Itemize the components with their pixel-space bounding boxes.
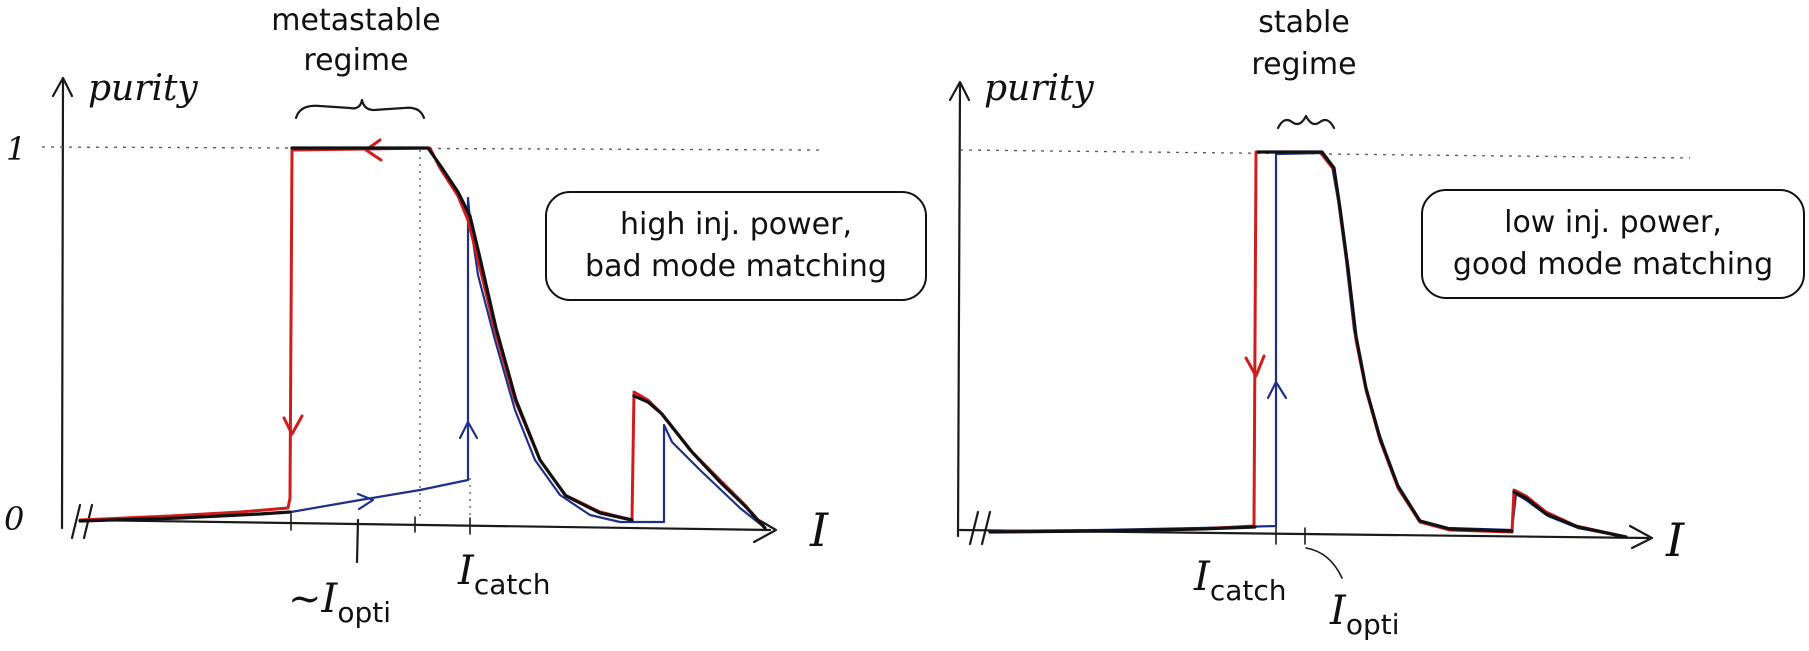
right-regime-label-2: regime [1251,47,1356,82]
left-x-axis-label: I [809,503,829,557]
left-x-axis [78,518,772,532]
right-downsweep-arrow [1244,354,1266,378]
left-catch-up-arrow [458,420,479,440]
left-regime-brace [294,98,426,120]
right-axis-break [968,510,992,546]
left-y-axis [60,78,65,530]
right-marker-opti-main: I [1329,588,1347,634]
left-marker-opti-prefix: ~ [288,576,322,622]
left-upper-arrow [364,138,383,162]
left-y-axis-label: purity [88,68,198,109]
right-marker-catch-main: I [1193,554,1211,600]
left-info-line-2: bad mode matching [585,249,887,284]
right-info-line-2: good mode matching [1453,247,1773,282]
left-theory-curve [78,146,767,530]
left-marker-catch: Icatch [457,548,550,601]
left-y-tick-0: 0 [4,500,24,538]
left-marker-catch-main: I [457,548,475,594]
right-marker-catch-sub: catch [1210,574,1287,607]
right-y-axis-label: purity [984,68,1094,109]
left-upsweep-curve [78,196,767,530]
right-regime-brace [1276,114,1336,130]
right-catch-up-arrow [1266,380,1288,400]
left-y-tick-1: 1 [6,130,26,168]
left-upsweep-arrow [356,492,375,511]
right-theory-curve [988,150,1628,539]
right-info-line-1: low inj. power, [1504,205,1722,240]
left-info-line-1: high inj. power, [620,207,852,242]
left-regime-label-2: regime [303,43,408,78]
left-marker-catch-sub: catch [474,568,551,601]
right-marker-catch: Icatch [1193,554,1286,607]
right-opti-leader [1305,547,1343,579]
left-marker-opti: ~Iopti [288,576,391,629]
right-y-axis-arrow [948,80,971,102]
right-info-box [1421,189,1805,299]
right-panel: purity I stable regime low inj. power, g… [948,5,1805,641]
right-regime-label-1: stable [1258,5,1350,40]
left-regime-label-1: metastable [271,3,440,38]
right-marker-opti-sub: opti [1346,608,1400,641]
left-y-axis-arrow [51,76,74,98]
right-x-axis-label: I [1665,513,1685,567]
right-y-axis [956,82,962,538]
right-x-axis-arrow [1628,524,1654,550]
left-marker-opti-main: I [321,576,339,622]
right-marker-opti: Iopti [1329,588,1399,641]
left-marker-opti-sub: opti [337,596,391,629]
left-tick-opti [355,518,360,564]
left-downsweep-arrow [282,414,304,436]
left-info-box [545,191,927,301]
left-panel: purity 1 0 I metastable regime [4,3,927,629]
